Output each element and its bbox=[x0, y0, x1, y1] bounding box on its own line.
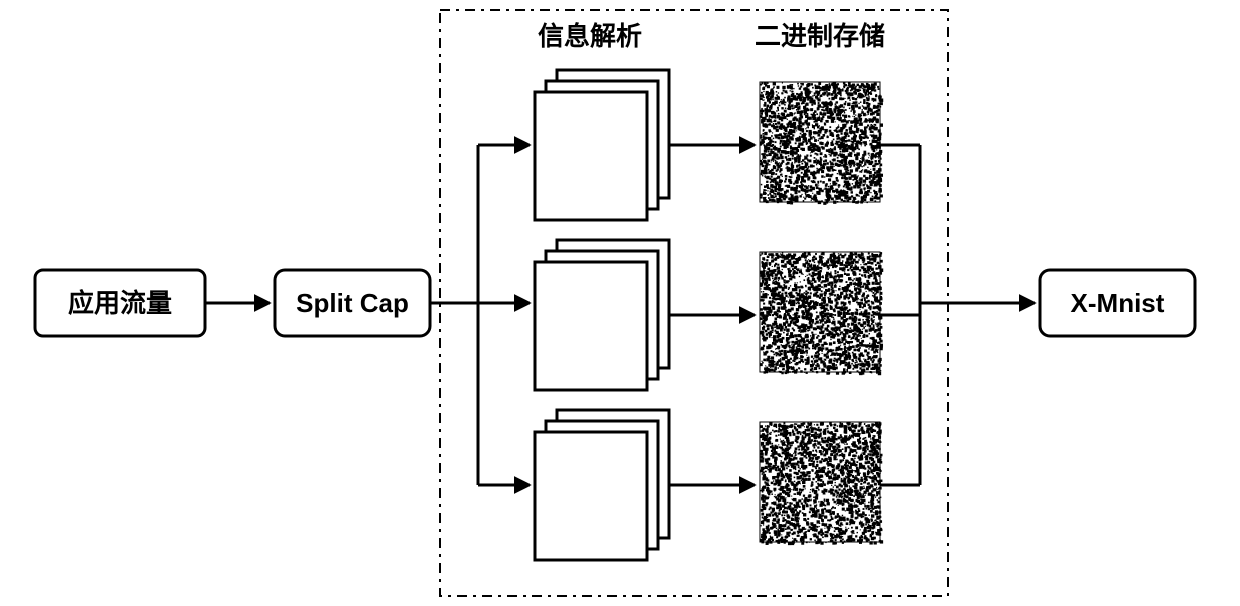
heading: 信息解析 bbox=[538, 21, 642, 51]
x-mnist-box-label: X-Mnist bbox=[1071, 288, 1165, 318]
app-traffic-box-label: 应用流量 bbox=[68, 288, 172, 318]
heading: 二进制存储 bbox=[755, 21, 885, 51]
doc-stack-2 bbox=[535, 410, 669, 560]
noise-box-0 bbox=[760, 82, 883, 205]
doc-stack-1 bbox=[535, 240, 669, 390]
split-cap-box-label: Split Cap bbox=[296, 288, 409, 318]
noise-box-2 bbox=[760, 422, 883, 545]
noise-box-1 bbox=[760, 252, 883, 375]
doc-stack-0 bbox=[535, 70, 669, 220]
